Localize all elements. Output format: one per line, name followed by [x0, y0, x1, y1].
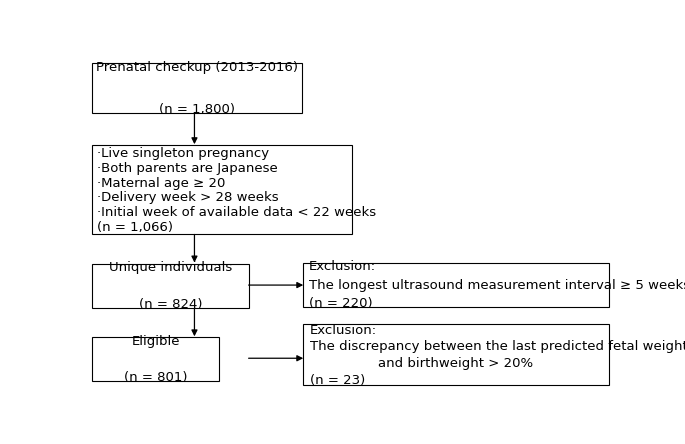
- Text: (n = 1,066): (n = 1,066): [97, 221, 173, 234]
- Text: Exclusion:: Exclusion:: [310, 324, 377, 337]
- Text: Eligible: Eligible: [132, 335, 180, 348]
- Text: ·Initial week of available data < 22 weeks: ·Initial week of available data < 22 wee…: [97, 206, 377, 219]
- Text: ·Live singleton pregnancy: ·Live singleton pregnancy: [97, 147, 269, 160]
- Text: (n = 801): (n = 801): [124, 372, 188, 385]
- Text: ·Maternal age ≥ 20: ·Maternal age ≥ 20: [97, 177, 225, 190]
- Text: Exclusion:: Exclusion:: [308, 261, 375, 274]
- FancyBboxPatch shape: [303, 262, 608, 307]
- Text: (n = 23): (n = 23): [310, 373, 365, 387]
- Text: (n = 1,800): (n = 1,800): [159, 103, 235, 115]
- FancyBboxPatch shape: [92, 63, 301, 113]
- FancyBboxPatch shape: [92, 337, 219, 381]
- Text: The discrepancy between the last predicted fetal weight: The discrepancy between the last predict…: [310, 340, 685, 353]
- Text: The longest ultrasound measurement interval ≥ 5 weeks: The longest ultrasound measurement inter…: [308, 279, 685, 292]
- Text: and birthweight > 20%: and birthweight > 20%: [378, 357, 534, 370]
- FancyBboxPatch shape: [92, 264, 249, 308]
- Text: (n = 824): (n = 824): [138, 298, 202, 311]
- Text: (n = 220): (n = 220): [308, 297, 372, 310]
- FancyBboxPatch shape: [92, 145, 352, 234]
- FancyBboxPatch shape: [303, 324, 608, 385]
- Text: ·Delivery week > 28 weeks: ·Delivery week > 28 weeks: [97, 191, 279, 204]
- Text: ·Both parents are Japanese: ·Both parents are Japanese: [97, 162, 278, 175]
- Text: Prenatal checkup (2013-2016): Prenatal checkup (2013-2016): [96, 61, 298, 74]
- Text: Unique individuals: Unique individuals: [109, 262, 232, 274]
